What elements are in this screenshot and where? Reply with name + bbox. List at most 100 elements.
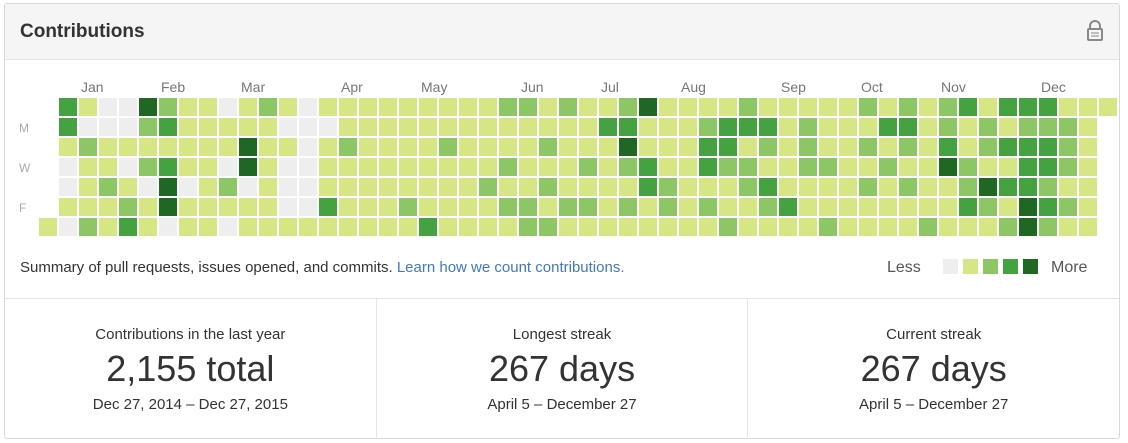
day-cell bbox=[539, 158, 557, 176]
day-cell bbox=[399, 98, 417, 116]
day-cell bbox=[599, 218, 617, 236]
day-cell bbox=[659, 218, 677, 236]
day-cell bbox=[739, 98, 757, 116]
day-cell bbox=[419, 198, 437, 216]
day-cell bbox=[59, 178, 77, 196]
month-label: Aug bbox=[681, 79, 706, 95]
day-cell bbox=[199, 218, 217, 236]
day-cell bbox=[919, 158, 937, 176]
day-cell bbox=[879, 138, 897, 156]
day-cell bbox=[819, 118, 837, 136]
summary-text: Summary of pull requests, issues opened,… bbox=[20, 259, 393, 276]
day-cell bbox=[159, 138, 177, 156]
day-cell bbox=[279, 198, 297, 216]
month-label: Feb bbox=[161, 79, 185, 95]
day-cell bbox=[739, 198, 757, 216]
day-cell bbox=[39, 218, 57, 236]
day-cell bbox=[479, 98, 497, 116]
day-cell bbox=[459, 118, 477, 136]
legend-swatch bbox=[963, 259, 978, 274]
day-cell bbox=[899, 158, 917, 176]
day-cell bbox=[719, 158, 737, 176]
legend-swatch bbox=[1023, 259, 1038, 274]
day-cell bbox=[899, 178, 917, 196]
legend-swatch bbox=[1003, 259, 1018, 274]
day-cell bbox=[539, 138, 557, 156]
lock-icon[interactable] bbox=[1085, 20, 1105, 42]
day-cell bbox=[839, 158, 857, 176]
day-cell bbox=[459, 98, 477, 116]
day-cell bbox=[439, 98, 457, 116]
day-cell bbox=[619, 198, 637, 216]
day-cell bbox=[119, 98, 137, 116]
day-cell bbox=[159, 218, 177, 236]
day-cell bbox=[579, 118, 597, 136]
day-cell bbox=[499, 198, 517, 216]
day-cell bbox=[259, 218, 277, 236]
day-cell bbox=[439, 138, 457, 156]
stat-value: 267 days bbox=[860, 348, 1007, 389]
day-cell bbox=[719, 98, 737, 116]
day-cell bbox=[959, 98, 977, 116]
day-cell bbox=[99, 98, 117, 116]
day-cell bbox=[839, 178, 857, 196]
day-cell bbox=[219, 118, 237, 136]
contributions-panel: Contributions Jan Feb Mar Apr May Jun Jul Aug Se… bbox=[4, 3, 1120, 439]
day-cell bbox=[179, 178, 197, 196]
day-cell bbox=[359, 98, 377, 116]
day-cell bbox=[379, 218, 397, 236]
day-cell bbox=[199, 198, 217, 216]
day-cell bbox=[879, 218, 897, 236]
day-cell bbox=[159, 178, 177, 196]
day-cell bbox=[379, 98, 397, 116]
day-cell bbox=[919, 178, 937, 196]
stat: Current streak 267 days April 5 – December… bbox=[747, 299, 1119, 439]
day-cell bbox=[619, 218, 637, 236]
day-cell bbox=[1059, 118, 1077, 136]
day-cell bbox=[559, 118, 577, 136]
legend-more: More bbox=[1051, 259, 1088, 276]
day-cell bbox=[379, 138, 397, 156]
day-cell bbox=[759, 138, 777, 156]
day-cell bbox=[199, 158, 217, 176]
month-label: May bbox=[421, 79, 447, 95]
day-cell bbox=[119, 178, 137, 196]
day-cell bbox=[559, 98, 577, 116]
day-cell bbox=[779, 218, 797, 236]
day-cell bbox=[179, 118, 197, 136]
day-cell bbox=[119, 158, 137, 176]
day-cell bbox=[999, 178, 1017, 196]
day-cell bbox=[899, 118, 917, 136]
day-cell bbox=[799, 138, 817, 156]
day-cell bbox=[559, 158, 577, 176]
day-cell bbox=[99, 118, 117, 136]
day-cell bbox=[79, 138, 97, 156]
day-cell bbox=[219, 158, 237, 176]
stat-value: 267 days bbox=[488, 348, 636, 389]
day-cell bbox=[459, 218, 477, 236]
learn-link[interactable]: Learn how we count contributions. bbox=[396, 259, 625, 276]
calendar: Jan Feb Mar Apr May Jun Jul Aug Sep Oct Nov Dec M W F bbox=[19, 79, 1117, 236]
day-cell bbox=[339, 198, 357, 216]
day-cell bbox=[179, 198, 197, 216]
day-cell bbox=[599, 178, 617, 196]
day-cell bbox=[439, 158, 457, 176]
day-cell bbox=[979, 198, 997, 216]
day-cell bbox=[739, 178, 757, 196]
day-cell bbox=[599, 158, 617, 176]
day-cell bbox=[779, 138, 797, 156]
day-cell bbox=[719, 198, 737, 216]
day-cell bbox=[639, 158, 657, 176]
day-cell bbox=[739, 138, 757, 156]
day-cell bbox=[879, 198, 897, 216]
day-cell bbox=[399, 138, 417, 156]
legend-swatch bbox=[983, 259, 998, 274]
day-cell bbox=[379, 158, 397, 176]
day-cell bbox=[1019, 138, 1037, 156]
day-cell bbox=[339, 178, 357, 196]
day-cell bbox=[379, 118, 397, 136]
day-cell bbox=[219, 198, 237, 216]
day-cell bbox=[319, 218, 337, 236]
day-cell bbox=[999, 118, 1017, 136]
